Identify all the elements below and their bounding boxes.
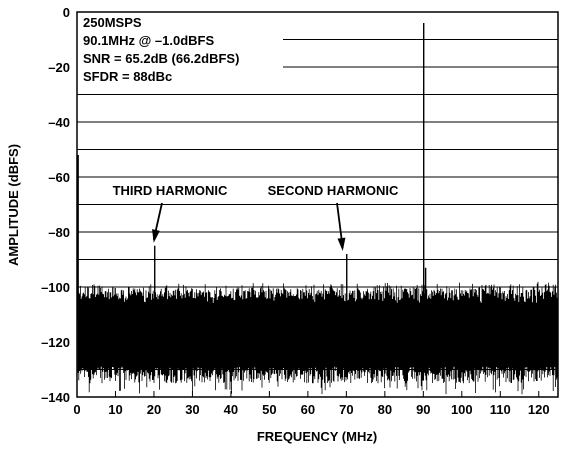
x-tick-label: 110 — [490, 402, 511, 417]
x-tick-label: 30 — [185, 402, 199, 417]
y-tick-label: –120 — [41, 335, 70, 350]
x-tick-label: 10 — [108, 402, 122, 417]
x-tick-label: 90 — [416, 402, 430, 417]
y-tick-label: –100 — [41, 280, 70, 295]
y-tick-label: –140 — [41, 390, 70, 405]
annotation-arrowhead — [152, 229, 160, 243]
plot-frame — [76, 11, 559, 398]
annotation-arrowhead — [337, 237, 346, 251]
x-tick-label: 60 — [301, 402, 315, 417]
y-tick-label: –40 — [48, 115, 70, 130]
x-tick-label: 40 — [224, 402, 238, 417]
x-tick-labels: 0 10 20 30 40 50 60 70 80 90 100 110 120 — [73, 391, 550, 417]
harmonic-label: SECOND HARMONIC — [268, 183, 399, 198]
x-tick-label: 100 — [451, 402, 473, 417]
x-tick-label: 120 — [528, 402, 550, 417]
x-tick-label: 70 — [339, 402, 353, 417]
harmonic-annotations: THIRD HARMONIC SECOND HARMONIC — [113, 183, 399, 251]
y-tick-label: –80 — [48, 225, 70, 240]
info-line: 90.1MHz @ –1.0dBFS — [83, 33, 214, 48]
info-line: SNR = 65.2dB (66.2dBFS) — [83, 51, 239, 66]
y-tick-label: –20 — [48, 60, 70, 75]
x-axis-title: FREQUENCY (MHz) — [257, 429, 377, 444]
info-line: 250MSPS — [83, 15, 142, 30]
spectrum-peaks — [77, 23, 427, 320]
harmonic-label: THIRD HARMONIC — [113, 183, 228, 198]
info-line: SFDR = 88dBc — [83, 69, 172, 84]
noise-floor-trace — [77, 281, 558, 395]
x-tick-label: 20 — [147, 402, 161, 417]
info-box: 250MSPS 90.1MHz @ –1.0dBFS SNR = 65.2dB (6… — [83, 15, 239, 84]
y-axis-title: AMPLITUDE (dBFS) — [6, 144, 21, 266]
noise-floor — [77, 281, 558, 395]
x-tick-label: 50 — [262, 402, 276, 417]
y-tick-label: 0 — [63, 5, 70, 20]
y-tick-labels: 0 –20 –40 –60 –80 –100 –120 –140 — [41, 5, 70, 405]
x-tick-label: 80 — [378, 402, 392, 417]
x-tick-label: 0 — [73, 402, 80, 417]
y-tick-label: –60 — [48, 170, 70, 185]
